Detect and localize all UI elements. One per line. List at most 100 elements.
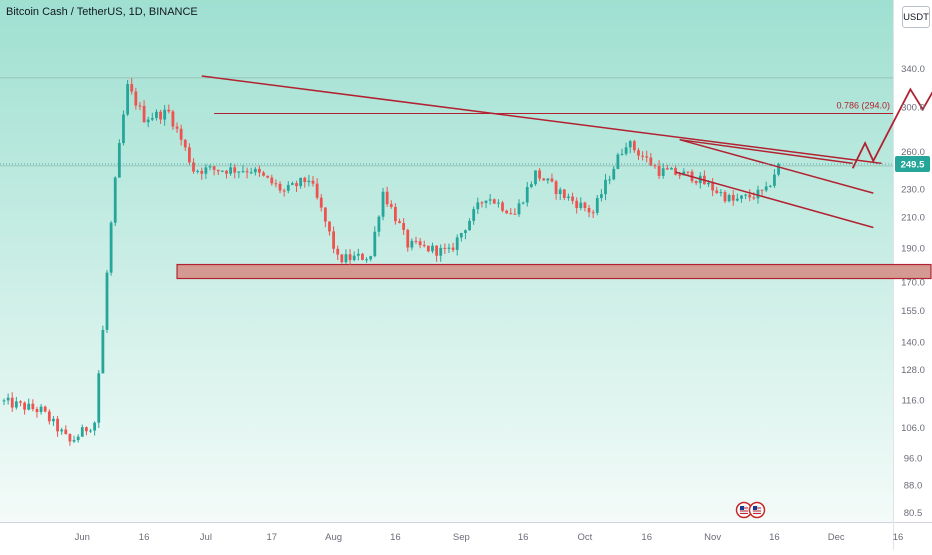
candle [163, 104, 167, 126]
candle [14, 396, 18, 410]
candle [628, 139, 632, 154]
time-tick-label: 17 [267, 532, 278, 543]
candle [600, 189, 603, 202]
price-tick-label: 140.0 [901, 337, 925, 348]
candle [435, 245, 438, 262]
candle [328, 221, 331, 236]
trend-line-channel-lower[interactable] [675, 171, 874, 229]
candle [23, 401, 26, 415]
plot-background [0, 0, 893, 522]
candle [674, 165, 677, 176]
candle [2, 398, 6, 406]
candle [670, 167, 673, 170]
candle [385, 186, 389, 207]
candle [332, 226, 335, 254]
us-flag-icon[interactable] [748, 501, 766, 519]
time-tick-label: 16 [641, 532, 652, 543]
support-zone[interactable] [176, 263, 932, 280]
candle [777, 162, 780, 177]
candle [27, 398, 31, 411]
candle [402, 218, 406, 235]
candle [476, 197, 480, 214]
price-tick-label: 80.5 [904, 508, 923, 519]
candle [657, 160, 661, 180]
candle [727, 193, 731, 203]
currency-button[interactable]: USDT [902, 6, 930, 28]
candle [101, 325, 105, 374]
us-flag-icon[interactable] [735, 501, 753, 519]
trend-line-channel-upper[interactable] [679, 138, 874, 194]
candle [558, 187, 562, 200]
candle [744, 193, 747, 200]
candle [225, 170, 228, 179]
candle [117, 139, 121, 178]
candle [620, 148, 624, 156]
time-tick-label: Nov [704, 532, 721, 543]
candle [567, 193, 570, 201]
candle [175, 122, 179, 133]
candle [56, 416, 59, 437]
candle [340, 253, 344, 264]
candle [521, 201, 525, 205]
candle [303, 176, 307, 188]
candle [768, 184, 772, 188]
candle [468, 218, 471, 231]
time-tick-label: Jul [200, 532, 212, 543]
candle [464, 229, 467, 240]
candle [319, 194, 323, 212]
candle [274, 179, 278, 188]
candle [439, 244, 443, 262]
candle [488, 194, 492, 205]
candle [394, 203, 397, 225]
candle [645, 150, 649, 163]
candle [241, 165, 245, 174]
candle [554, 179, 558, 200]
trend-line-descending-resistance[interactable] [201, 75, 882, 165]
time-tick-label: 16 [518, 532, 529, 543]
price-tick-label: 300.0 [901, 103, 925, 114]
candle [89, 428, 92, 433]
candle [299, 177, 303, 189]
candle [196, 169, 200, 174]
candle [348, 248, 352, 265]
candle [497, 199, 500, 208]
time-tick-label: 16 [893, 532, 904, 543]
candle [505, 209, 509, 214]
candle [418, 237, 422, 249]
trend-line-touch-line[interactable] [679, 138, 853, 165]
candle [85, 426, 88, 436]
candle [649, 153, 653, 166]
candle [204, 164, 208, 179]
time-axis-background [0, 522, 932, 550]
candle [179, 124, 183, 146]
candle [35, 406, 39, 418]
candle [229, 163, 232, 176]
candle [64, 425, 68, 435]
candle [336, 245, 340, 261]
candle [282, 188, 286, 197]
candle [735, 193, 739, 202]
candle [142, 100, 146, 123]
candle [47, 409, 51, 425]
candle [258, 165, 261, 177]
candle [307, 174, 311, 187]
time-tick-label: Oct [578, 532, 593, 543]
symbol-title: Bitcoin Cash / TetherUS, 1D, BINANCE [6, 6, 198, 18]
candle [455, 234, 459, 256]
candle [72, 435, 76, 444]
candle [97, 370, 101, 428]
candle [19, 400, 22, 407]
candle [126, 79, 129, 117]
projection-path[interactable] [851, 0, 932, 169]
candle [315, 178, 319, 200]
candle [422, 240, 426, 248]
candle [711, 178, 715, 197]
candle [159, 109, 162, 124]
candle [731, 190, 735, 206]
candle [472, 206, 476, 225]
time-tick-label: 16 [769, 532, 780, 543]
candle [661, 163, 665, 179]
candle [719, 189, 723, 197]
